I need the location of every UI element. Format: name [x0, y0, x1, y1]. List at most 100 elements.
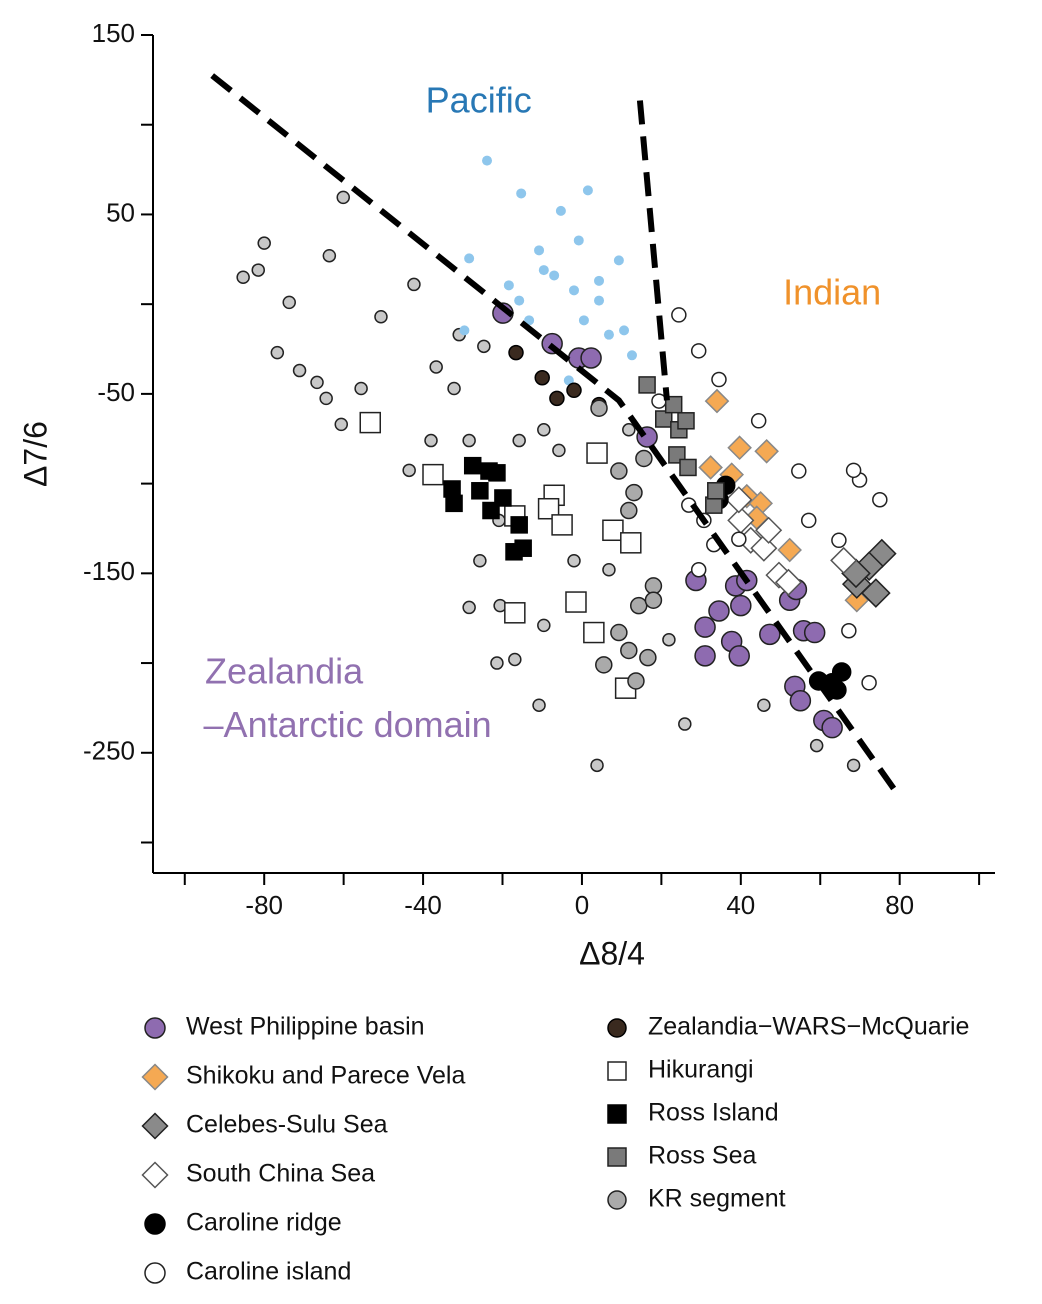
point — [473, 554, 487, 568]
point — [482, 155, 493, 166]
point — [534, 369, 550, 386]
point — [565, 591, 587, 613]
series — [638, 376, 725, 514]
point — [594, 275, 605, 286]
point — [319, 391, 333, 406]
point — [580, 347, 602, 369]
point — [443, 480, 461, 498]
point — [594, 295, 605, 306]
point — [590, 399, 608, 417]
point — [447, 381, 461, 396]
point — [504, 602, 526, 624]
point — [508, 652, 522, 667]
point — [708, 600, 730, 622]
boundary-line — [636, 100, 670, 401]
point — [463, 456, 482, 475]
point — [789, 689, 812, 712]
annotation: –Antarctic domain — [204, 704, 492, 745]
legend-marker — [144, 1262, 166, 1284]
point — [635, 449, 653, 468]
point — [610, 462, 628, 480]
point — [727, 435, 752, 461]
point — [619, 325, 630, 336]
point — [402, 463, 416, 478]
point — [510, 516, 528, 534]
legend-label: Shikoku and Parece Vela — [186, 1062, 465, 1090]
point — [534, 245, 545, 256]
legend-marker — [144, 1213, 166, 1235]
point — [459, 325, 470, 336]
legend-marker — [607, 1190, 627, 1210]
point — [690, 561, 707, 578]
point — [678, 717, 692, 731]
legend-marker — [141, 1161, 169, 1189]
point — [464, 253, 475, 264]
y-tick-label: -250 — [83, 736, 135, 766]
point — [750, 413, 767, 429]
point — [555, 205, 566, 216]
point — [626, 350, 637, 361]
point — [774, 568, 803, 596]
point — [602, 519, 624, 542]
point — [514, 295, 525, 306]
point — [671, 307, 687, 323]
point — [644, 577, 663, 595]
x-tick-label: 40 — [726, 890, 755, 920]
point — [586, 442, 608, 464]
legend-label: Ross Sea — [648, 1142, 756, 1170]
point — [694, 645, 716, 667]
point — [759, 623, 781, 646]
series — [725, 486, 858, 596]
legend-label: Celebes-Sulu Sea — [186, 1111, 388, 1139]
point — [613, 255, 624, 266]
point — [445, 494, 463, 513]
point — [622, 423, 636, 437]
point — [698, 455, 723, 480]
point — [462, 433, 476, 448]
x-tick-label: 80 — [885, 890, 914, 920]
point — [831, 532, 847, 549]
series — [590, 399, 663, 690]
point — [282, 295, 296, 310]
point — [728, 645, 750, 667]
legend-marker — [144, 1017, 166, 1039]
point — [359, 411, 382, 434]
point — [524, 315, 535, 326]
y-tick-label: 150 — [92, 18, 135, 48]
point — [567, 554, 581, 568]
point — [625, 483, 643, 502]
point — [664, 395, 683, 414]
point — [711, 371, 727, 388]
point — [490, 656, 504, 670]
point — [488, 464, 506, 482]
point — [429, 360, 443, 374]
point — [861, 578, 891, 608]
point — [620, 501, 638, 520]
y-tick-label: 50 — [106, 197, 135, 227]
point — [537, 618, 551, 633]
x-tick-label: -40 — [404, 890, 442, 920]
point — [662, 632, 676, 647]
point — [310, 375, 324, 390]
point — [844, 587, 870, 613]
legend-label: Caroline island — [186, 1258, 351, 1286]
point — [537, 497, 560, 520]
point — [731, 531, 747, 547]
point — [424, 433, 438, 448]
point — [639, 648, 657, 667]
point — [677, 412, 695, 430]
point — [725, 486, 753, 514]
point — [471, 482, 489, 500]
point — [655, 410, 673, 428]
point — [690, 343, 707, 359]
point — [354, 381, 368, 396]
boundary-line — [210, 73, 901, 798]
point — [566, 382, 582, 399]
point — [336, 190, 350, 205]
point — [374, 309, 388, 324]
point — [503, 280, 514, 291]
legend-marker — [141, 1063, 169, 1091]
point — [538, 265, 549, 276]
point — [563, 375, 574, 386]
point — [512, 433, 526, 448]
